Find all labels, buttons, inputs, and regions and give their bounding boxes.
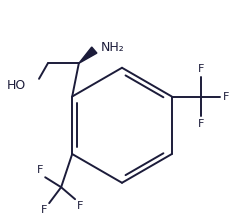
- Text: NH₂: NH₂: [101, 41, 125, 54]
- Text: F: F: [41, 205, 47, 215]
- Text: F: F: [197, 119, 204, 129]
- Text: F: F: [197, 64, 204, 74]
- Text: HO: HO: [7, 79, 26, 92]
- Text: F: F: [77, 201, 84, 211]
- Polygon shape: [79, 47, 97, 63]
- Text: F: F: [37, 165, 43, 175]
- Text: F: F: [223, 92, 229, 101]
